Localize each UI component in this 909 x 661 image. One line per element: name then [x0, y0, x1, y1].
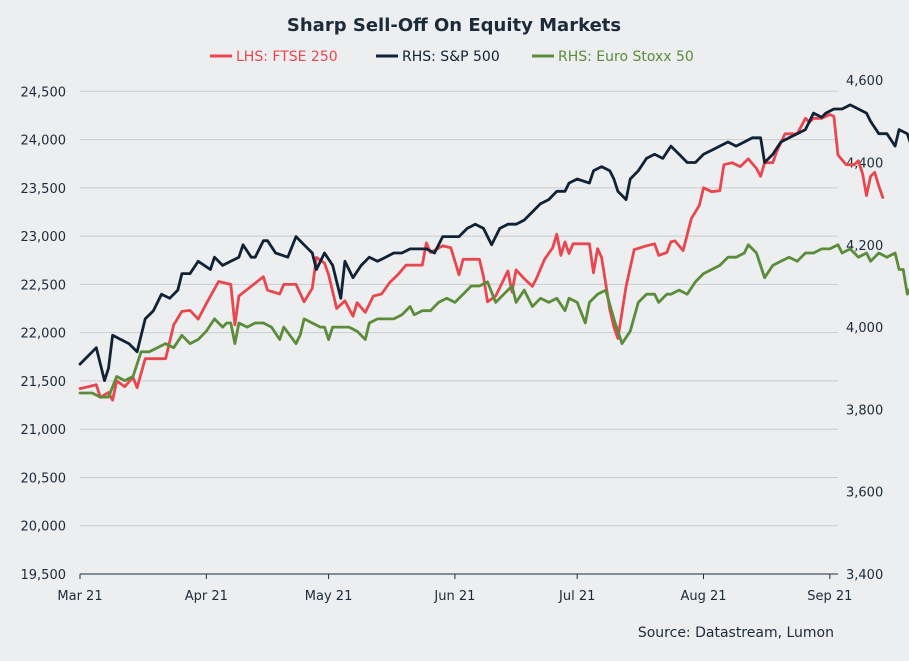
right-tick-label: 4,000: [846, 321, 883, 336]
legend-label-s-p-500: RHS: S&P 500: [402, 49, 500, 65]
left-tick-label: 21,000: [21, 423, 67, 438]
left-tick-label: 23,000: [21, 230, 67, 245]
x-tick-label: Jul 21: [558, 589, 595, 604]
left-tick-label: 22,500: [21, 278, 67, 293]
series-lines: [78, 103, 909, 402]
gridlines: [80, 90, 838, 575]
left-tick-label: 24,000: [21, 134, 67, 149]
left-tick-label: 20,000: [21, 520, 67, 535]
x-tick-label: Apr 21: [185, 589, 228, 604]
left-axis: 19,500 20,000 20,500 21,000 21,500 22,000 22,5…: [21, 85, 67, 583]
left-tick-label: 19,500: [21, 568, 67, 583]
x-axis: Mar 21 Apr 21 May 21 Jun 21 Jul 21 Aug 21 Sep …: [57, 573, 852, 604]
right-axis: 3,400 3,600 3,800 4,000 4,200 4,400 4,600: [846, 74, 883, 583]
left-tick-label: 21,500: [21, 375, 67, 390]
right-tick-label: 4,400: [846, 157, 883, 172]
left-tick-label: 22,000: [21, 327, 67, 342]
chart-title: Sharp Sell-Off On Equity Markets: [287, 15, 621, 36]
legend: LHS: FTSE 250 RHS: S&P 500 RHS: Euro Stoxx…: [210, 49, 694, 65]
series-line-s-p-500: [78, 103, 909, 383]
right-tick-label: 3,800: [846, 403, 883, 418]
left-tick-label: 23,500: [21, 182, 67, 197]
series-line-ftse-250: [78, 113, 885, 402]
left-tick-label: 20,500: [21, 471, 67, 486]
left-tick-label: 24,500: [21, 85, 67, 100]
right-tick-label: 3,600: [846, 486, 883, 501]
right-tick-label: 4,200: [846, 239, 883, 254]
x-tick-label: Mar 21: [57, 589, 102, 604]
x-tick-label: May 21: [305, 589, 353, 604]
series-line-euro-stoxx-50: [78, 243, 909, 399]
source-note: Source: Datastream, Lumon: [638, 625, 834, 641]
right-tick-label: 3,400: [846, 568, 883, 583]
x-tick-label: Jun 21: [433, 589, 475, 604]
right-tick-label: 4,600: [846, 74, 883, 89]
x-tick-label: Aug 21: [680, 589, 726, 604]
legend-label-euro-stoxx-50: RHS: Euro Stoxx 50: [558, 49, 694, 65]
x-tick-label: Sep 21: [807, 589, 852, 604]
legend-label-ftse-250: LHS: FTSE 250: [236, 49, 338, 65]
